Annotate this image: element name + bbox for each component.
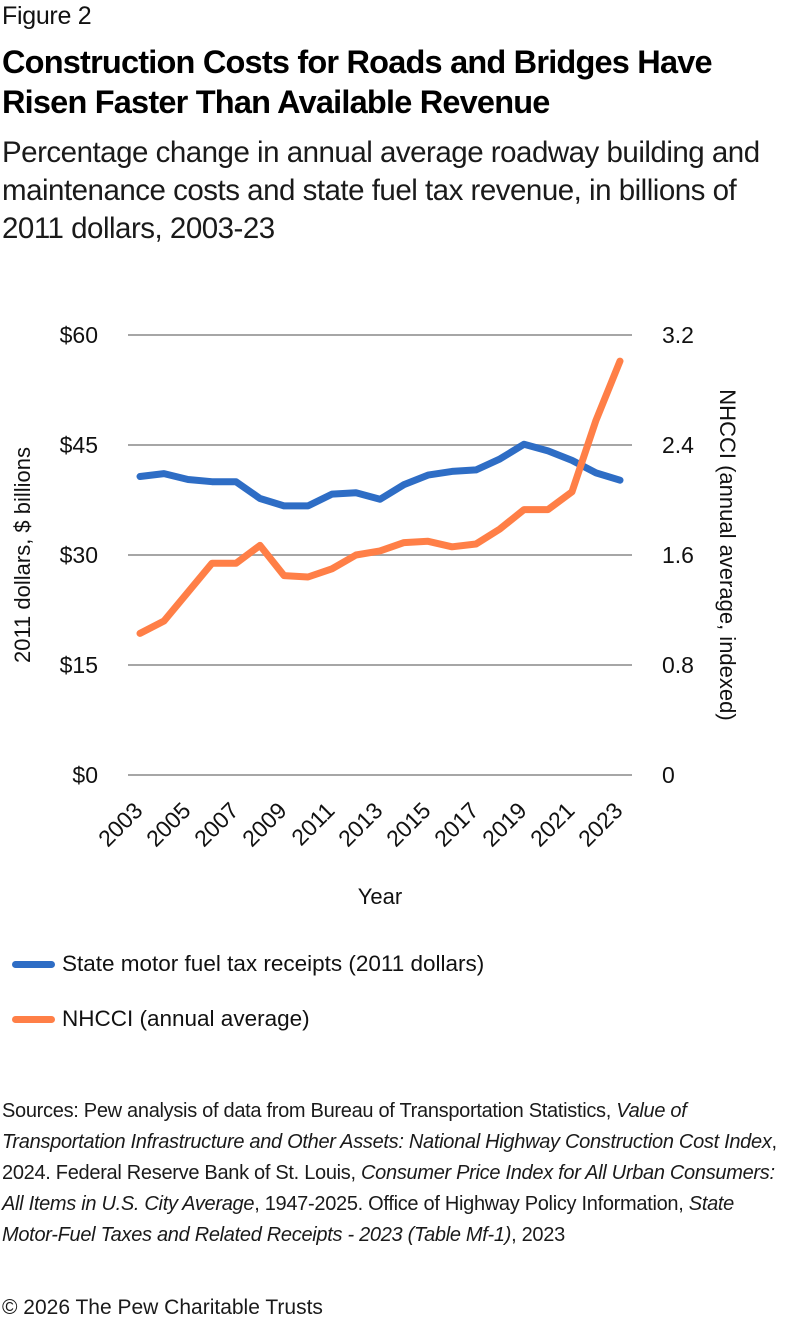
y-tick-label: $15 [60,652,98,678]
legend-swatch-nhcci [12,1015,55,1023]
y2-tick-label: 1.6 [662,542,694,568]
x-tick-label: 2007 [189,797,244,852]
source-text: , 2023 [511,1224,565,1246]
y-axis-ticks: $0 $15 $30 $45 $60 [60,322,98,788]
y-tick-label: $0 [72,762,98,788]
x-tick-label: 2013 [333,797,388,852]
copyright: © 2026 The Pew Charitable Trusts [2,1296,323,1319]
x-tick-label: 2003 [93,797,148,852]
gridlines [128,334,632,776]
x-tick-label: 2017 [429,797,484,852]
source-text: , 1947-2025. Office of Highway Policy In… [254,1193,689,1215]
y2-axis-title: NHCCI (annual average, indexed) [715,389,740,720]
x-tick-label: 2023 [573,797,628,852]
source-title: Value of Transportation Infrastructure a… [2,1100,772,1153]
y-tick-label: $45 [60,432,98,458]
y2-tick-label: 0.8 [662,652,694,678]
y-tick-label: $30 [60,542,98,568]
legend-item-fuel-tax: State motor fuel tax receipts (2011 doll… [12,951,484,977]
x-tick-label: 2019 [477,797,532,852]
x-axis-title: Year [358,884,402,909]
series-lines [136,357,624,637]
y2-tick-label: 3.2 [662,322,694,348]
x-tick-label: 2009 [237,797,292,852]
y2-axis-ticks: 0 0.8 1.6 2.4 3.2 [662,322,694,788]
y2-tick-label: 0 [662,762,675,788]
legend-label: NHCCI (annual average) [62,1006,310,1031]
series-line-fuel-tax [136,440,624,510]
legend-item-nhcci: NHCCI (annual average) [12,1006,310,1032]
figure-label: Figure 2 [2,2,92,30]
source-text: , 2024. Federal Reserve Bank of St. Loui… [2,1131,777,1184]
sources-note: Sources: Pew analysis of data from Burea… [2,1096,792,1251]
y-axis-title: 2011 dollars, $ billions [10,447,35,663]
source-text: Sources: Pew analysis of data from Burea… [2,1100,617,1122]
line-chart: $0$15$30$45$60 00.81.62.43.2 20032005200… [10,322,740,909]
x-tick-label: 2011 [286,797,339,850]
chart-title: Construction Costs for Roads and Bridges… [2,44,713,120]
y-tick-label: $60 [60,322,98,348]
y2-tick-label: 2.4 [662,432,694,458]
legend-swatch-fuel-tax [12,960,55,968]
source-title: Consumer Price Index for All Urban Consu… [2,1162,775,1215]
x-tick-label: 2021 [525,797,580,852]
source-title: State Motor-Fuel Taxes and Related Recei… [2,1193,734,1246]
legend-label: State motor fuel tax receipts (2011 doll… [62,951,485,976]
x-tick-label: 2005 [141,797,196,852]
x-tick-label: 2015 [381,797,436,852]
x-axis-ticks: 2003200520072009201120132015201720192021… [93,797,628,852]
chart-subtitle: Percentage change in annual average road… [2,136,760,245]
